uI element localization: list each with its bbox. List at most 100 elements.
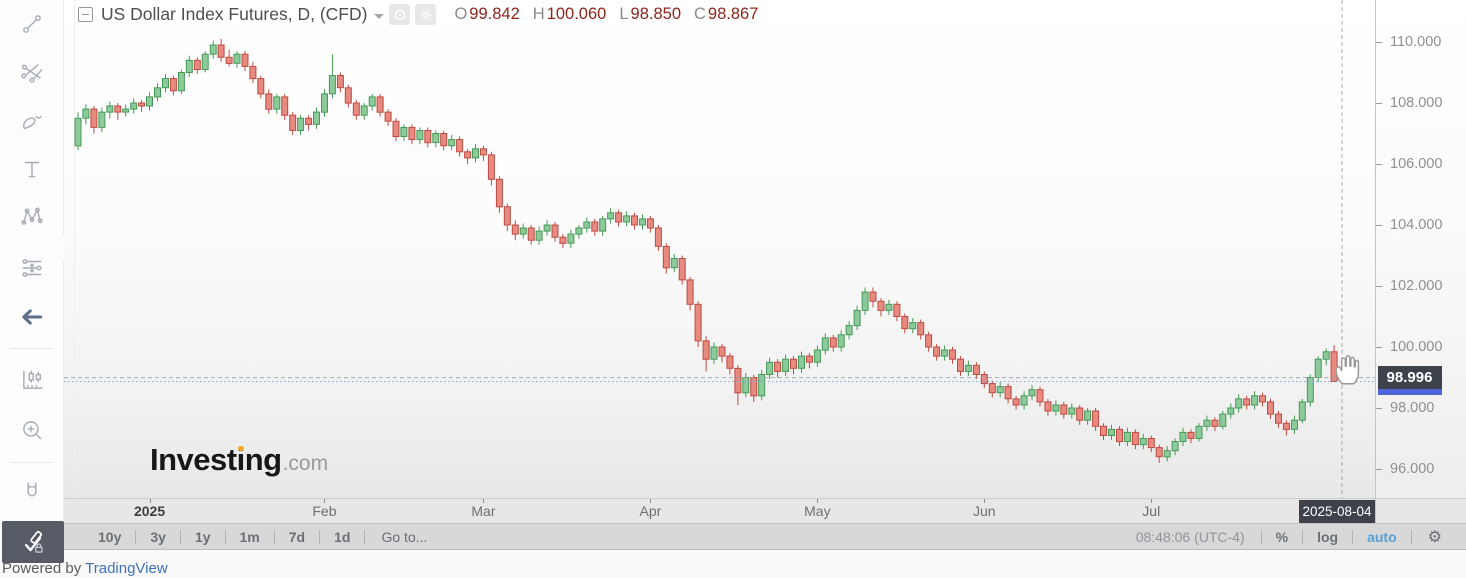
range-button-1y[interactable]: 1y (194, 528, 211, 545)
zoom-in-icon (22, 421, 41, 440)
trend-line-tool[interactable] (0, 2, 63, 46)
series-settings-button[interactable] (415, 4, 437, 25)
range-button-1d[interactable]: 1d (334, 528, 351, 545)
time-axis[interactable]: 2025-08-04 2025 Feb Mar Apr May Jun Jul (64, 498, 1466, 524)
chevron-down-icon[interactable] (374, 13, 385, 19)
open-value: 99.842 (469, 5, 520, 23)
x-axis-tick (483, 499, 485, 503)
bar-pattern-tool[interactable] (0, 358, 63, 402)
long-position-tool[interactable] (0, 246, 63, 290)
y-axis-tick (1376, 41, 1382, 43)
x-axis-tick (984, 499, 986, 503)
price-axis[interactable]: 98.996 110.000 108.000 106.000 104.000 102.0… (1375, 0, 1466, 498)
candlestick-chart[interactable] (64, 0, 1375, 498)
range-button-7d[interactable]: 7d (288, 528, 306, 545)
drawing-toolbar-toggle-button[interactable] (2, 521, 64, 563)
text-tool[interactable] (0, 147, 63, 191)
watermark-orange-dot-icon (238, 445, 244, 451)
magnet-tool[interactable] (0, 470, 63, 514)
xabcd-pattern-icon (20, 207, 43, 225)
watermark-brand: Investing (150, 442, 282, 477)
auto-scale-button[interactable]: auto (1367, 528, 1397, 545)
watermark-suffix: .com (282, 452, 329, 475)
gann-fibonacci-tool[interactable] (0, 50, 63, 94)
x-axis-tick (1151, 499, 1153, 503)
x-axis-label: May (804, 503, 831, 519)
legend-collapse-icon[interactable] (78, 7, 93, 22)
x-axis-tick (650, 499, 652, 503)
crosshair-date-badge: 2025-08-04 (1299, 500, 1375, 523)
toolbar-divider (1302, 529, 1304, 544)
range-button-3y[interactable]: 3y (150, 528, 166, 545)
y-axis-label: 106.000 (1390, 155, 1443, 172)
low-value: 98.850 (630, 5, 681, 23)
toolbar-divider (273, 529, 275, 544)
goto-button[interactable]: Go to... (381, 528, 428, 545)
investing-watermark-logo[interactable]: Investing .com (150, 442, 328, 478)
toolbar-divider (179, 529, 181, 544)
y-axis-tick (1376, 285, 1382, 287)
toolbar-divider (364, 529, 366, 544)
hide-series-button[interactable] (389, 4, 411, 25)
trend-line-icon (22, 15, 41, 33)
y-axis-tick (1376, 163, 1382, 165)
xabcd-pattern-tool[interactable] (0, 195, 63, 239)
y-axis-tick (1376, 407, 1382, 409)
toolbar-divider (319, 529, 321, 544)
toolbar-divider (1410, 529, 1412, 544)
eye-circle-icon (394, 9, 406, 20)
toolbar-divider (224, 529, 226, 544)
last-price-badge (1377, 389, 1442, 395)
axis-corner-divider (1375, 499, 1376, 524)
pane-edge-line (74, 0, 75, 498)
x-axis-label: Jun (973, 503, 996, 519)
y-axis-tick (1376, 346, 1382, 348)
log-scale-button[interactable]: log (1317, 528, 1339, 545)
y-axis-label: 108.000 (1390, 94, 1443, 111)
chart-settings-gear-icon[interactable]: ⚙ (1427, 528, 1442, 546)
chart-legend-header: US Dollar Index Futures, D, (CFD) O 99.84… (78, 4, 771, 25)
x-axis-label: Jul (1142, 503, 1161, 519)
percent-scale-button[interactable]: % (1275, 528, 1289, 545)
undo-arrow-tool[interactable] (0, 295, 63, 339)
x-axis-label: 2025 (133, 503, 166, 519)
drawing-tools-sidebar: ‹ (0, 0, 74, 522)
y-axis-label: 110.000 (1390, 33, 1442, 50)
gear-icon (420, 9, 432, 20)
powered-by-footer: Powered by TradingView (2, 560, 168, 577)
range-button-1m[interactable]: 1m (239, 528, 260, 545)
close-label: C (694, 5, 706, 23)
high-label: H (532, 5, 545, 23)
text-icon (24, 161, 39, 178)
symbol-title[interactable]: US Dollar Index Futures, D, (CFD) (101, 4, 368, 24)
brush-tool[interactable] (0, 100, 63, 144)
toolbar-divider (1260, 529, 1262, 544)
y-axis-label: 98.000 (1390, 399, 1435, 416)
x-axis-tick (324, 499, 326, 503)
close-value: 98.867 (707, 5, 759, 23)
tradingview-link[interactable]: TradingView (85, 560, 168, 577)
high-value: 100.060 (546, 5, 607, 23)
bar-pattern-icon (22, 370, 42, 389)
chart-plot-area[interactable]: Investing .com US Dollar Index Futures, … (64, 0, 1375, 498)
zoom-in-tool[interactable] (0, 408, 63, 452)
range-buttons-group: 10y 3y 1y 1m 7d 1d (64, 528, 366, 545)
x-axis-tick (817, 499, 819, 503)
y-axis-label: 104.000 (1390, 216, 1443, 233)
sidebar-divider (10, 348, 53, 349)
long-position-icon (22, 259, 41, 277)
magnet-icon (27, 482, 36, 497)
ohlc-readout: O 99.842 H 100.060 L 98.850 C 98.867 (454, 5, 771, 24)
arrow-left-icon (21, 309, 42, 325)
axis-settings-group: 08:48:06 (UTC-4) % log auto ⚙ (1120, 527, 1466, 547)
clock-timezone-button[interactable]: 08:48:06 (UTC-4) (1135, 528, 1245, 545)
hand-cursor-icon (1335, 355, 1360, 385)
range-button-10y[interactable]: 10y (98, 528, 122, 545)
crosshair-price-badge: 98.996 (1377, 366, 1442, 389)
x-axis-label: Apr (639, 503, 662, 519)
brush-icon (22, 115, 42, 130)
open-label: O (454, 5, 468, 23)
bottom-toolbar: 10y 3y 1y 1m 7d 1d Go to... 08:48:06 (UTC-4) … (64, 523, 1466, 550)
toolbar-divider (1352, 529, 1354, 544)
